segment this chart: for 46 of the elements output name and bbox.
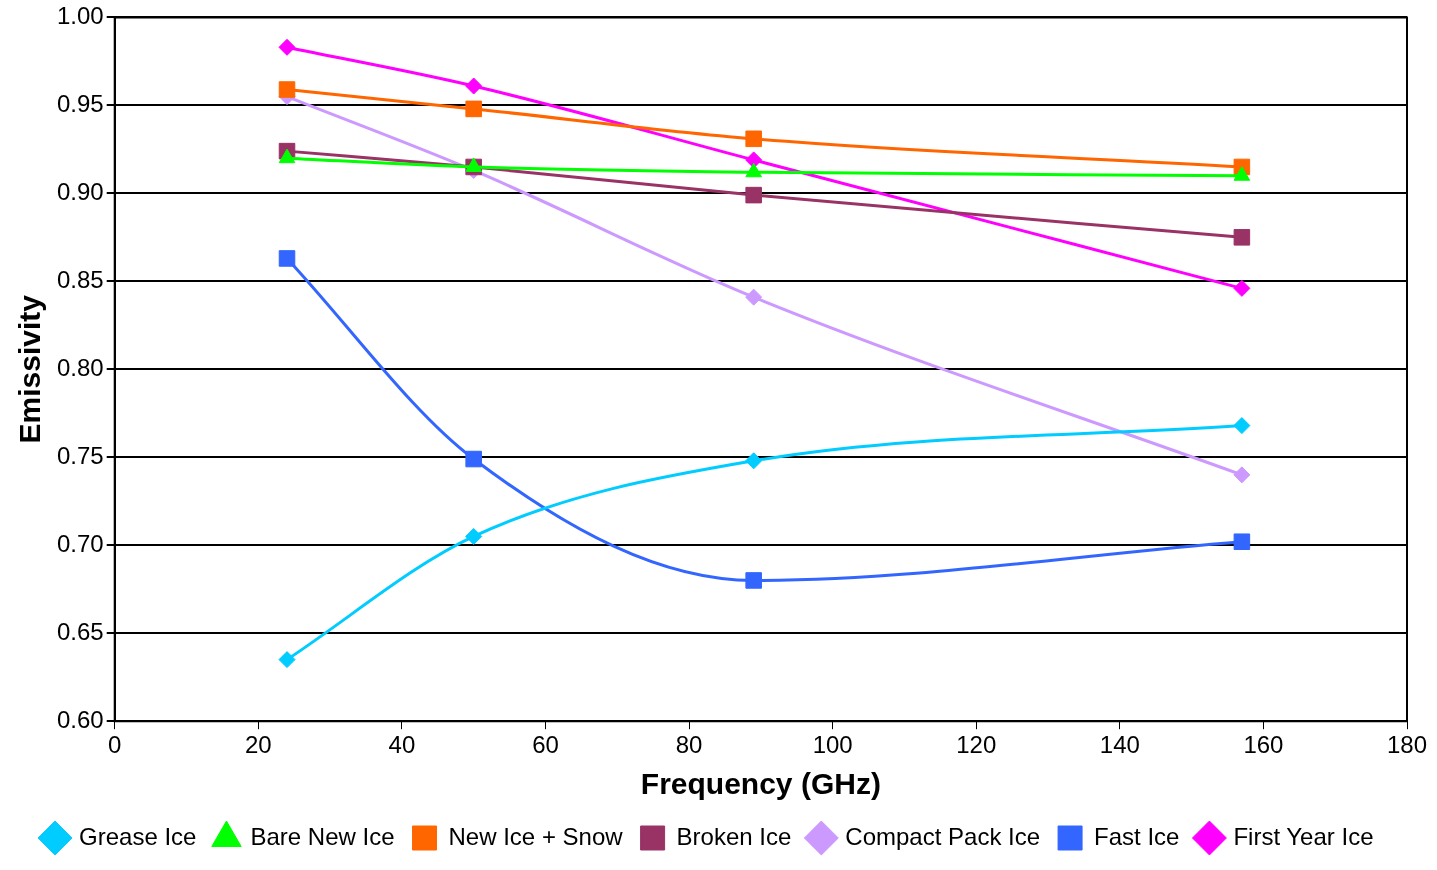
y-tick-label: 0.85 bbox=[56, 265, 104, 293]
y-tick-label: 0.65 bbox=[56, 617, 104, 645]
point bbox=[745, 452, 763, 470]
x-tick-label: 100 bbox=[812, 731, 853, 759]
point bbox=[1233, 417, 1251, 435]
x-tick-label: 140 bbox=[1099, 731, 1140, 759]
point bbox=[465, 100, 482, 118]
point bbox=[278, 81, 296, 98]
point bbox=[1233, 229, 1251, 246]
point bbox=[745, 186, 762, 204]
y-tick-label: 1.00 bbox=[56, 2, 104, 30]
x-tick-label: 120 bbox=[956, 731, 997, 759]
legend-label: Fast Ice bbox=[1094, 822, 1180, 850]
y-tick-label: 0.70 bbox=[56, 529, 104, 557]
x-axis-title: Frequency (GHz) bbox=[640, 767, 881, 801]
point bbox=[1233, 466, 1251, 484]
point bbox=[465, 527, 483, 545]
x-tick-label: 60 bbox=[532, 731, 559, 759]
y-tick-label: 0.60 bbox=[56, 705, 104, 733]
point bbox=[1233, 279, 1251, 297]
point bbox=[745, 130, 762, 148]
legend-label: Compact Pack Ice bbox=[845, 822, 1041, 850]
point bbox=[278, 651, 296, 669]
legend-label: Bare New Ice bbox=[250, 822, 395, 850]
x-tick-label: 40 bbox=[388, 731, 416, 759]
point bbox=[465, 77, 483, 95]
legend-label: Broken Ice bbox=[676, 822, 792, 850]
x-tick-label: 180 bbox=[1386, 731, 1428, 759]
y-tick-label: 0.75 bbox=[56, 441, 104, 469]
x-tick-label: 20 bbox=[244, 731, 272, 759]
legend-label: Grease Ice bbox=[79, 822, 197, 850]
point bbox=[745, 288, 763, 306]
y-tick-label: 0.90 bbox=[56, 177, 104, 205]
y-tick-label: 0.95 bbox=[56, 90, 104, 117]
point bbox=[465, 450, 482, 468]
point bbox=[1233, 533, 1251, 551]
legend-label: First Year Ice bbox=[1233, 822, 1374, 850]
point bbox=[745, 572, 762, 589]
point bbox=[278, 38, 296, 56]
x-tick-label: 160 bbox=[1243, 731, 1284, 759]
y-tick-label: 0.80 bbox=[56, 353, 104, 381]
legend-label: New Ice + Snow bbox=[448, 822, 624, 850]
y-axis-title: Emissivity bbox=[13, 294, 47, 444]
x-tick-label: 0 bbox=[108, 731, 122, 759]
x-tick-label: 80 bbox=[675, 731, 703, 759]
point bbox=[278, 250, 296, 267]
